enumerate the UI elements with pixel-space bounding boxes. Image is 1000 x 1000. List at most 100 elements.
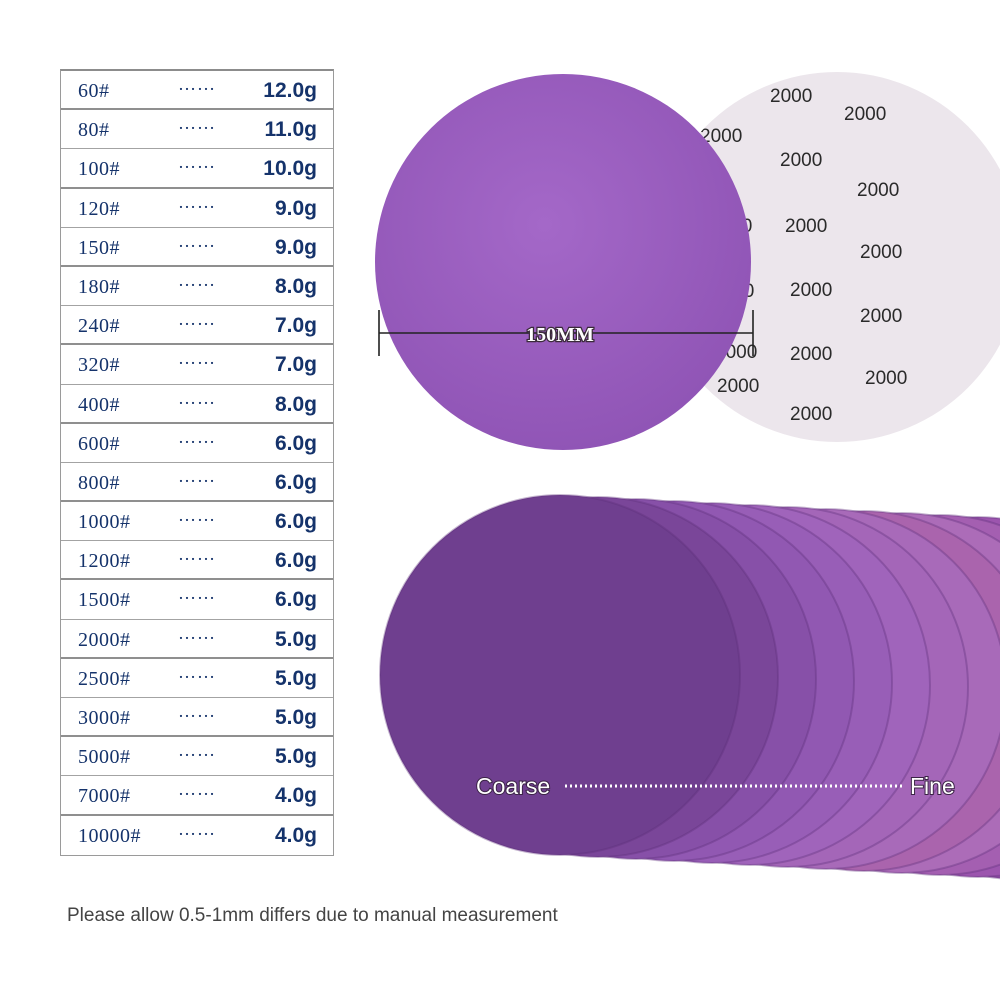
weight-value: 9.0g <box>274 196 317 220</box>
table-row: 180# …… 8.0g <box>61 267 333 307</box>
weight-value: 6.0g <box>274 549 317 573</box>
back-grit-number: 2000 <box>700 126 742 147</box>
grit-label: 7000# <box>78 785 131 808</box>
table-row: 800# …… 6.0g <box>61 463 333 503</box>
table-row: 400# …… 8.0g <box>61 385 333 424</box>
weight-value: 5.0g <box>274 745 317 769</box>
grit-weight-table: 60# …… 12.0g 80# …… 11.0g 100# …… 10.0g 120# …… 9.0… <box>60 69 334 856</box>
back-grit-number: 2000 <box>857 180 899 201</box>
back-grit-number: 2000 <box>844 104 886 125</box>
table-row: 320# …… 7.0g <box>61 345 333 385</box>
fanned-discs-svg: Coarse Fine <box>379 494 1000 880</box>
weight-value: 4.0g <box>274 784 317 808</box>
disc-photo: 2000 2000 2000 2000 2000 2000 2000 2000 2000 2000… <box>360 70 1000 470</box>
weight-value: 8.0g <box>274 274 317 298</box>
weight-value: 4.0g <box>274 823 317 847</box>
weight-value: 7.0g <box>274 353 317 377</box>
leader-dots: …… <box>178 701 216 721</box>
grit-label: 800# <box>78 471 120 494</box>
grit-label: 400# <box>78 393 120 416</box>
grit-label: 320# <box>78 354 120 377</box>
coarse-label: Coarse <box>476 773 550 799</box>
back-grit-number: 2000 <box>717 376 759 397</box>
grit-label: 150# <box>78 236 120 259</box>
weight-value: 8.0g <box>274 392 317 416</box>
weight-value: 6.0g <box>274 510 317 534</box>
table-row: 100# …… 10.0g <box>61 149 333 189</box>
back-grit-number: 2000 <box>860 306 902 327</box>
table-row: 120# …… 9.0g <box>61 189 333 228</box>
table-row: 1200# …… 6.0g <box>61 541 333 581</box>
grit-label: 3000# <box>78 707 131 729</box>
table-row: 600# …… 6.0g <box>61 424 333 463</box>
grit-label: 10000# <box>78 824 141 847</box>
table-row: 1500# …… 6.0g <box>61 580 333 620</box>
leader-dots: …… <box>178 505 216 526</box>
weight-value: 7.0g <box>274 314 317 338</box>
back-grit-number: 2000 <box>785 216 827 237</box>
table-row: 150# …… 9.0g <box>61 228 333 267</box>
table-row: 2000# …… 5.0g <box>61 620 333 659</box>
weight-value: 5.0g <box>274 706 317 729</box>
diameter-dimension-line <box>378 310 754 356</box>
leader-dots: …… <box>178 309 216 330</box>
sanding-disc <box>379 494 741 856</box>
weight-value: 6.0g <box>274 470 317 494</box>
weight-value: 5.0g <box>274 666 317 690</box>
grit-label: 1000# <box>78 511 131 534</box>
coarse-fine-indicator: Coarse Fine <box>475 772 956 800</box>
table-row: 60# …… 12.0g <box>61 71 333 111</box>
grit-label: 100# <box>78 158 120 181</box>
grit-label: 1200# <box>78 550 131 573</box>
back-grit-number: 2000 <box>790 404 832 425</box>
leader-dots: …… <box>178 152 216 173</box>
grit-label: 120# <box>78 197 120 220</box>
leader-dots: …… <box>178 818 216 839</box>
grit-label: 60# <box>78 80 110 102</box>
table-row: 7000# …… 4.0g <box>61 776 333 816</box>
disc-photo-svg: 2000 2000 2000 2000 2000 2000 2000 2000 2000 2000… <box>375 72 1000 450</box>
weight-value: 10.0g <box>263 157 317 181</box>
table-row: 10000# …… 4.0g <box>61 816 333 855</box>
back-grit-number: 2000 <box>865 368 907 389</box>
grit-label: 80# <box>78 119 110 142</box>
leader-dots: …… <box>178 387 216 408</box>
table-row: 5000# …… 5.0g <box>61 737 333 777</box>
leader-dots: …… <box>178 269 216 290</box>
table-row: 240# …… 7.0g <box>61 306 333 346</box>
table-row: 1000# …… 6.0g <box>61 502 333 542</box>
grit-label: 5000# <box>78 746 131 769</box>
weight-value: 9.0g <box>274 235 317 259</box>
leader-dots: …… <box>178 191 216 212</box>
weight-value: 6.0g <box>274 431 317 455</box>
weight-value: 11.0g <box>264 118 317 142</box>
grit-label: 1500# <box>78 589 131 612</box>
leader-dots: …… <box>178 583 216 604</box>
measurement-footnote: Please allow 0.5-1mm differs due to manu… <box>67 905 558 926</box>
back-grit-number: 2000 <box>860 242 902 263</box>
leader-dots: …… <box>178 348 216 369</box>
back-grit-number: 2000 <box>770 86 812 107</box>
diameter-label: 150MM <box>526 324 594 346</box>
fanned-discs-photo: Coarse Fine <box>370 490 1000 890</box>
table-row: 3000# …… 5.0g <box>61 698 333 738</box>
leader-dots: …… <box>178 230 216 251</box>
back-grit-number: 2000 <box>780 150 822 171</box>
weight-value: 5.0g <box>274 627 317 651</box>
table-row: 2500# …… 5.0g <box>61 659 333 698</box>
grit-label: 240# <box>78 315 120 338</box>
leader-dots: …… <box>178 74 216 94</box>
grit-label: 600# <box>78 432 120 455</box>
weight-value: 12.0g <box>263 79 317 102</box>
back-grit-number: 2000 <box>790 344 832 365</box>
table-row: 80# …… 11.0g <box>61 110 333 150</box>
leader-dots: …… <box>178 426 216 447</box>
leader-dots: …… <box>178 661 216 682</box>
weight-value: 6.0g <box>274 588 317 612</box>
back-grit-number: 2000 <box>790 280 832 301</box>
leader-dots: …… <box>178 779 216 800</box>
grit-label: 180# <box>78 275 120 298</box>
grit-label: 2000# <box>78 628 131 651</box>
leader-dots: …… <box>178 113 216 134</box>
disc-front <box>375 74 751 450</box>
